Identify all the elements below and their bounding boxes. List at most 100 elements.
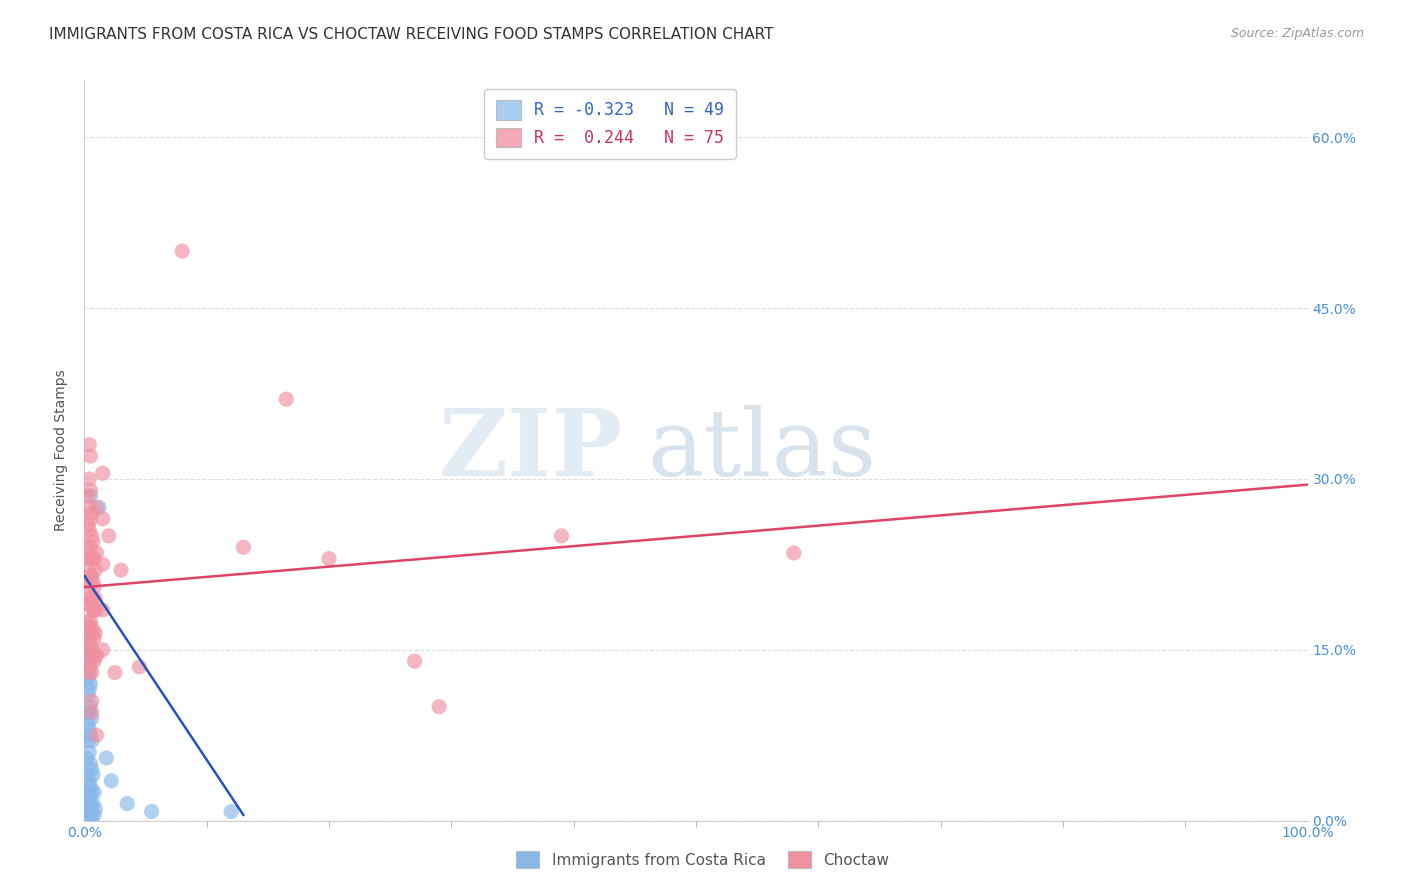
Text: Source: ZipAtlas.com: Source: ZipAtlas.com xyxy=(1230,27,1364,40)
Point xyxy=(79,677,101,691)
Point xyxy=(83,551,105,566)
Point xyxy=(76,805,98,819)
Point xyxy=(77,472,100,486)
Point xyxy=(87,500,110,515)
Legend: R = -0.323   N = 49, R =  0.244   N = 75: R = -0.323 N = 49, R = 0.244 N = 75 xyxy=(484,88,735,159)
Point xyxy=(77,489,100,503)
Point xyxy=(80,529,103,543)
Point xyxy=(77,682,100,697)
Point xyxy=(318,551,340,566)
Point xyxy=(80,591,103,606)
Point xyxy=(404,654,426,668)
Y-axis label: Receiving Food Stamps: Receiving Food Stamps xyxy=(55,369,69,532)
Point xyxy=(80,711,103,725)
Point xyxy=(77,665,100,680)
Point xyxy=(80,763,103,777)
Point xyxy=(83,808,105,822)
Text: IMMIGRANTS FROM COSTA RICA VS CHOCTAW RECEIVING FOOD STAMPS CORRELATION CHART: IMMIGRANTS FROM COSTA RICA VS CHOCTAW RE… xyxy=(49,27,773,42)
Point xyxy=(96,751,118,765)
Point xyxy=(86,648,108,663)
Point xyxy=(82,574,104,589)
Point xyxy=(77,625,100,640)
Point xyxy=(80,620,103,634)
Point xyxy=(76,768,98,782)
Point xyxy=(79,449,101,463)
Point xyxy=(91,603,114,617)
Point xyxy=(82,625,104,640)
Point xyxy=(77,802,100,816)
Point xyxy=(77,597,100,611)
Point xyxy=(79,780,101,794)
Point xyxy=(76,785,98,799)
Point xyxy=(80,734,103,748)
Point xyxy=(79,541,101,555)
Point xyxy=(141,805,163,819)
Point xyxy=(77,597,100,611)
Point xyxy=(83,632,105,646)
Point xyxy=(82,797,104,811)
Point xyxy=(79,654,101,668)
Point xyxy=(80,802,103,816)
Point xyxy=(77,810,100,824)
Point xyxy=(104,665,127,680)
Point xyxy=(128,660,150,674)
Point xyxy=(76,797,98,811)
Point xyxy=(79,699,101,714)
Point xyxy=(79,483,101,498)
Point xyxy=(110,563,132,577)
Point xyxy=(77,438,100,452)
Point xyxy=(80,665,103,680)
Text: atlas: atlas xyxy=(647,406,876,495)
Point xyxy=(84,563,107,577)
Point xyxy=(82,534,104,549)
Point xyxy=(97,529,120,543)
Point xyxy=(83,603,105,617)
Point xyxy=(84,625,107,640)
Point xyxy=(79,615,101,629)
Point xyxy=(79,591,101,606)
Point xyxy=(77,706,100,720)
Point xyxy=(77,642,100,657)
Point xyxy=(83,785,105,799)
Point xyxy=(80,506,103,520)
Point xyxy=(91,467,114,481)
Point xyxy=(82,768,104,782)
Point xyxy=(276,392,298,407)
Point xyxy=(77,773,100,788)
Point xyxy=(77,654,100,668)
Point xyxy=(82,648,104,663)
Point xyxy=(77,615,100,629)
Point xyxy=(77,580,100,594)
Point xyxy=(77,654,100,668)
Point xyxy=(77,745,100,759)
Point xyxy=(80,694,103,708)
Point xyxy=(77,734,100,748)
Point xyxy=(77,790,100,805)
Point xyxy=(77,500,100,515)
Point xyxy=(79,660,101,674)
Point xyxy=(79,808,101,822)
Point xyxy=(84,648,107,663)
Point xyxy=(77,716,100,731)
Point xyxy=(115,797,138,811)
Point xyxy=(79,637,101,651)
Point xyxy=(232,541,254,555)
Text: ZIP: ZIP xyxy=(439,406,623,495)
Point xyxy=(77,706,100,720)
Point xyxy=(79,512,101,526)
Point xyxy=(77,632,100,646)
Point xyxy=(77,723,100,737)
Point xyxy=(83,654,105,668)
Point xyxy=(80,810,103,824)
Point xyxy=(77,620,100,634)
Point xyxy=(86,603,108,617)
Point xyxy=(86,500,108,515)
Point xyxy=(783,546,806,560)
Point xyxy=(172,244,194,259)
Point xyxy=(79,728,101,742)
Point xyxy=(77,648,100,663)
Point xyxy=(77,551,100,566)
Point xyxy=(80,785,103,799)
Point xyxy=(76,751,98,765)
Point xyxy=(86,728,108,742)
